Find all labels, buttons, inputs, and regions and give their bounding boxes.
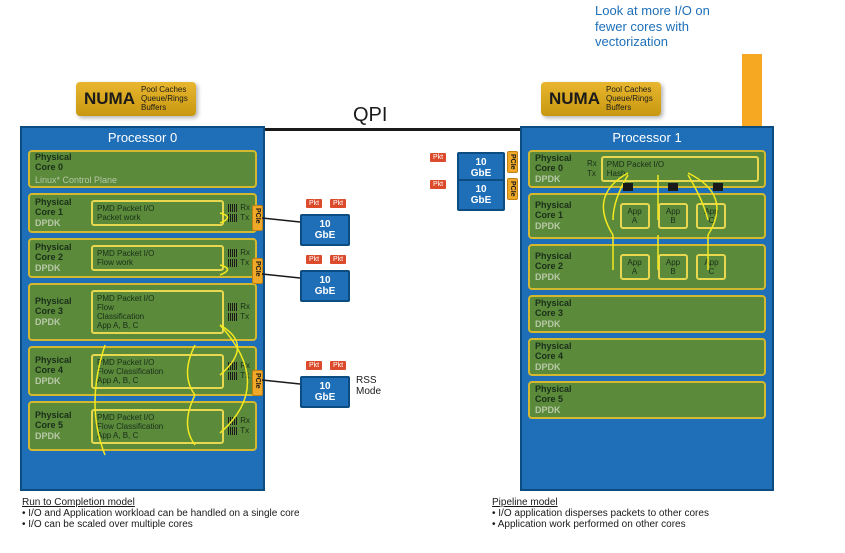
app-b: App B	[658, 254, 688, 280]
proc1-core5: PhysicalCore 5DPDK	[528, 381, 766, 419]
numa-sub-r: Pool CachesQueue/RingsBuffers	[606, 86, 653, 112]
foot1-b2: • Application work performed on other co…	[492, 519, 802, 530]
processor-1: Processor 1 PhysicalCore 0DPDK RxTx PMD …	[520, 126, 774, 491]
app-b: App B	[658, 203, 688, 229]
qpi-line	[262, 128, 524, 131]
footnote-left: Run to Completion model • I/O and Applic…	[22, 497, 352, 530]
pmd-box: PMD Packet I/O Hash	[601, 156, 759, 182]
pcie-tab: PCIe	[507, 151, 518, 173]
proc1-core2: PhysicalCore 2DPDK App A App B App C	[528, 244, 766, 290]
pmd-box: PMD Packet I/O Flow Classification App A…	[91, 290, 224, 334]
pkt-label: Pkt	[330, 361, 346, 370]
proc0-title: Processor 0	[22, 130, 263, 145]
pkt-label: Pkt	[330, 199, 346, 208]
pkt-label: Pkt	[306, 199, 322, 208]
proc0-core3: PhysicalCore 3DPDK PMD Packet I/O Flow C…	[28, 283, 257, 341]
proc0-core4: PhysicalCore 4DPDK PMD Packet I/O Flow C…	[28, 346, 257, 396]
pmd-box: PMD Packet I/O Flow Classification App A…	[91, 354, 224, 389]
rss-mode-label: RSSMode	[356, 375, 381, 397]
proc0-core5: PhysicalCore 5DPDK PMD Packet I/O Flow C…	[28, 401, 257, 451]
pkt-label: Pkt	[330, 255, 346, 264]
proc1-core1: PhysicalCore 1DPDK App A App B App C	[528, 193, 766, 239]
foot1-b1: • I/O application disperses packets to o…	[492, 508, 802, 519]
pcie-tab: PCIe	[507, 178, 518, 200]
proc0-core1: PhysicalCore 1DPDK PMD Packet I/O Packet…	[28, 193, 257, 233]
processor-0: Processor 0 PhysicalCore 0 Linux* Contro…	[20, 126, 265, 491]
callout-text: Look at more I/O on fewer cores with vec…	[595, 3, 710, 50]
numa-title: NUMA	[84, 89, 135, 109]
nic-10gbe: 10 GbE	[300, 376, 350, 408]
proc1-core3: PhysicalCore 3DPDK	[528, 295, 766, 333]
pkt-label: Pkt	[306, 361, 322, 370]
callout-line1: Look at more I/O on	[595, 3, 710, 19]
foot0-b1: • I/O and Application workload can be ha…	[22, 508, 352, 519]
callout-line2: fewer cores with	[595, 19, 710, 35]
proc0-core0: PhysicalCore 0 Linux* Control Plane	[28, 150, 257, 188]
app-c: App C	[696, 254, 726, 280]
callout-line3: vectorization	[595, 34, 710, 50]
pmd-box: PMD Packet I/O Flow Classification App A…	[91, 409, 224, 444]
pkt-label: Pkt	[306, 255, 322, 264]
numa-title-r: NUMA	[549, 89, 600, 109]
pmd-box: PMD Packet I/O Flow work	[91, 245, 224, 271]
footnote-right: Pipeline model • I/O application dispers…	[492, 497, 802, 530]
app-a: App A	[620, 254, 650, 280]
numa-badge-left: NUMA Pool CachesQueue/RingsBuffers	[76, 82, 196, 116]
proc0-core2: PhysicalCore 2DPDK PMD Packet I/O Flow w…	[28, 238, 257, 278]
numa-badge-right: NUMA Pool CachesQueue/RingsBuffers	[541, 82, 661, 116]
pcie-tab: PCIe	[252, 370, 263, 396]
app-c: App C	[696, 203, 726, 229]
pkt-label: Pkt	[430, 180, 446, 189]
proc1-core0: PhysicalCore 0DPDK RxTx PMD Packet I/O H…	[528, 150, 766, 188]
foot1-title: Pipeline model	[492, 497, 802, 508]
pkt-label: Pkt	[430, 153, 446, 162]
qpi-label: QPI	[353, 104, 387, 127]
nic-connections	[262, 200, 304, 400]
proc1-core4: PhysicalCore 4DPDK	[528, 338, 766, 376]
nic-10gbe: 10 GbE	[300, 214, 350, 246]
pcie-tab: PCIe	[252, 205, 263, 231]
proc1-title: Processor 1	[522, 130, 772, 145]
foot0-title: Run to Completion model	[22, 497, 352, 508]
pmd-box: PMD Packet I/O Packet work	[91, 200, 224, 226]
nic-10gbe: 10 GbE	[300, 270, 350, 302]
app-a: App A	[620, 203, 650, 229]
linux-control-plane: Linux* Control Plane	[35, 175, 250, 185]
numa-sub: Pool CachesQueue/RingsBuffers	[141, 86, 188, 112]
pcie-tab: PCIe	[252, 258, 263, 284]
foot0-b2: • I/O can be scaled over multiple cores	[22, 519, 352, 530]
nic-10gbe: 10 GbE	[457, 179, 505, 211]
